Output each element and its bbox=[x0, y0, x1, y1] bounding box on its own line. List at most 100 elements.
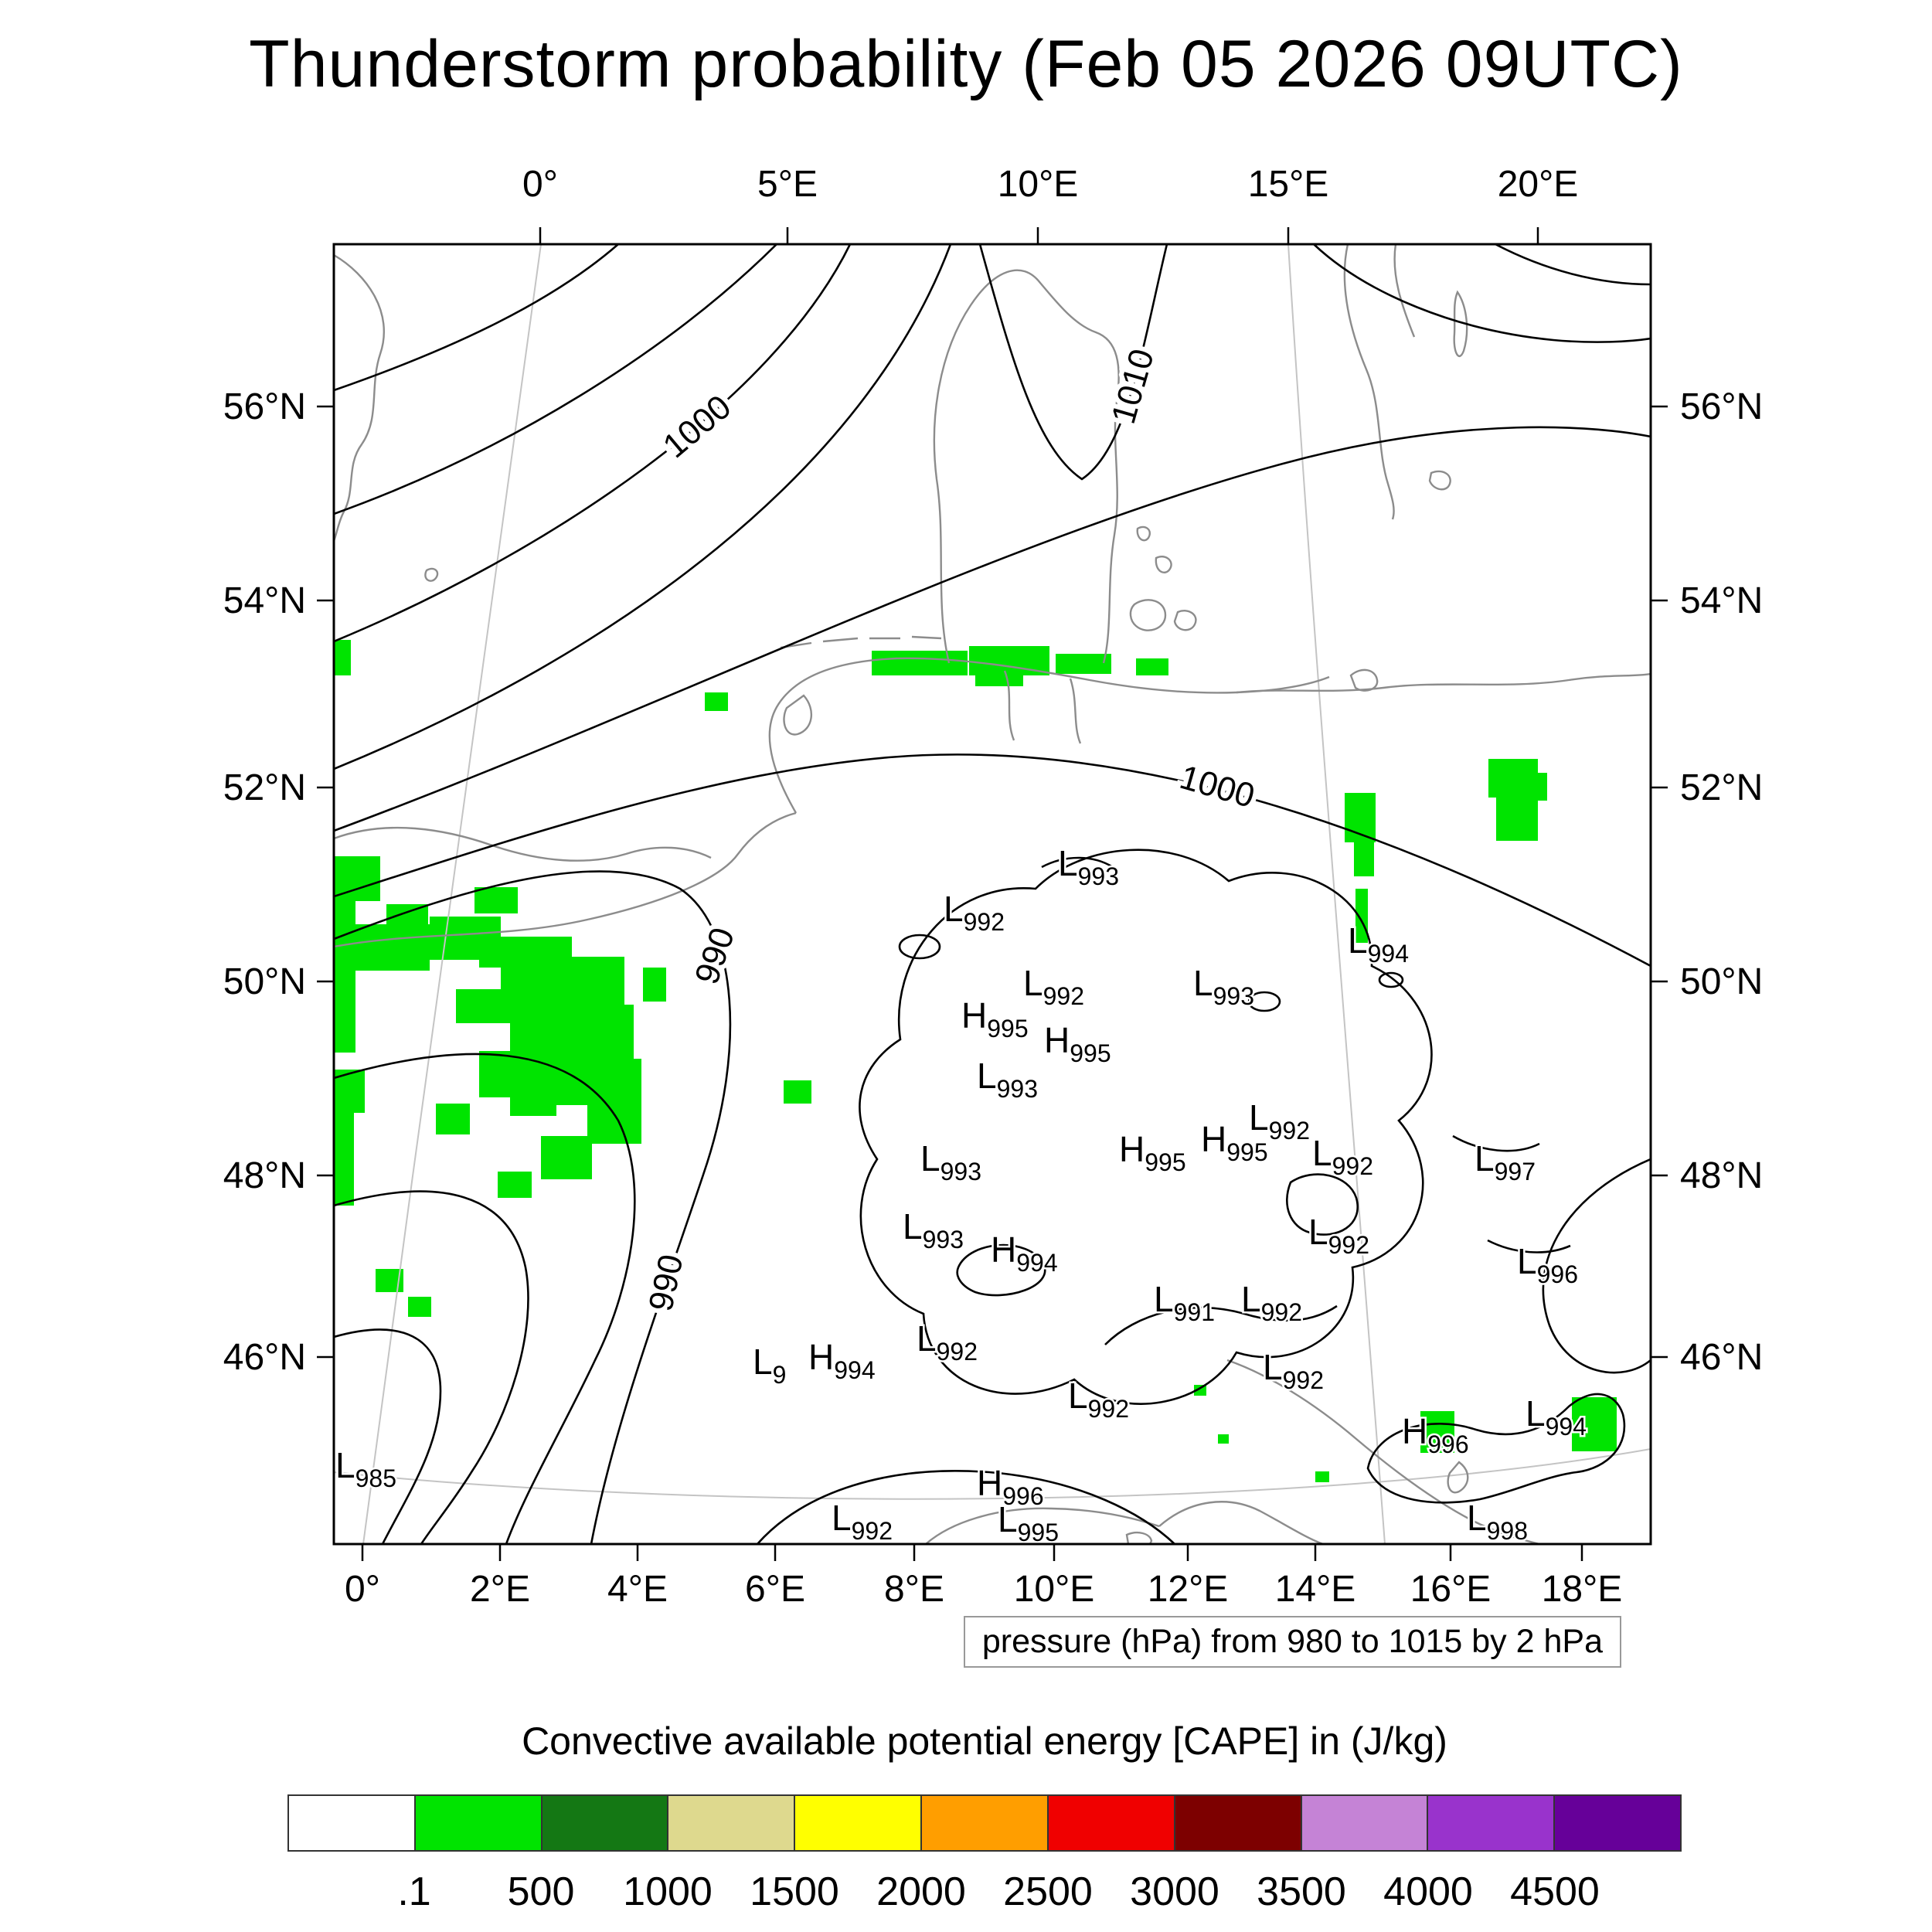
pressure-center-l: L9 bbox=[753, 1342, 786, 1389]
colorbar-segment-3 bbox=[667, 1796, 794, 1850]
isobar bbox=[1487, 1239, 1571, 1253]
pressure-center-l: L994 bbox=[1348, 920, 1409, 968]
axis-ticks bbox=[317, 227, 1668, 1561]
axis-label-bottom: 16°E bbox=[1410, 1569, 1492, 1610]
isobar bbox=[859, 849, 1433, 1405]
axis-label-bottom: 0° bbox=[345, 1569, 380, 1610]
coastline-island bbox=[1136, 526, 1151, 542]
cape-patch bbox=[1218, 1434, 1229, 1444]
contour-label: 990 bbox=[683, 918, 747, 993]
axis-label-bottom: 6°E bbox=[745, 1569, 805, 1610]
cape-patch bbox=[436, 1104, 470, 1134]
colorbar-tick-label: .1 bbox=[397, 1869, 431, 1914]
coastline-island bbox=[1428, 470, 1451, 491]
pressure-center-h: H995 bbox=[1119, 1129, 1186, 1176]
pressure-center-l: L992 bbox=[832, 1498, 893, 1545]
pressure-center-l: L992 bbox=[1241, 1279, 1302, 1326]
axis-label-left: 48°N bbox=[223, 1155, 306, 1196]
cape-patch bbox=[541, 1136, 592, 1179]
pressure-center-l: L993 bbox=[977, 1056, 1038, 1103]
isobar bbox=[334, 244, 777, 515]
cape-patch bbox=[1354, 841, 1374, 876]
isobar bbox=[1452, 1134, 1540, 1152]
axis-label-left: 56°N bbox=[223, 386, 306, 427]
pressure-center-h: H995 bbox=[1044, 1020, 1111, 1067]
svg-text:1000: 1000 bbox=[1175, 758, 1259, 815]
graticule-parallel bbox=[334, 1448, 1651, 1500]
coastline-island bbox=[1173, 610, 1197, 631]
coastline bbox=[933, 269, 1120, 664]
cape-patch bbox=[1572, 1397, 1617, 1451]
axis-label-right: 54°N bbox=[1680, 580, 1763, 621]
cape-patch bbox=[1420, 1411, 1454, 1453]
cape-patch bbox=[1315, 1471, 1329, 1482]
isobar bbox=[334, 753, 1651, 968]
colorbar-segment-5 bbox=[920, 1796, 1047, 1850]
coastline-river bbox=[1003, 670, 1015, 741]
axis-label-right: 50°N bbox=[1680, 961, 1763, 1002]
svg-text:1000: 1000 bbox=[656, 388, 738, 465]
coastline-island bbox=[1129, 599, 1167, 631]
coastline-river bbox=[1069, 678, 1082, 744]
colorbar-tick-label: 4000 bbox=[1383, 1869, 1473, 1914]
axis-label-bottom: 4°E bbox=[607, 1569, 668, 1610]
axis-label-top: 10°E bbox=[998, 164, 1079, 205]
isobar bbox=[978, 244, 1168, 481]
pressure-center-l: L985 bbox=[335, 1445, 396, 1492]
isobar bbox=[1286, 1173, 1359, 1236]
coastline bbox=[334, 826, 712, 862]
coastline bbox=[1158, 1501, 1324, 1544]
pressure-center-l: L992 bbox=[1308, 1212, 1369, 1259]
page-title: Thunderstorm probability (Feb 05 2026 09… bbox=[249, 27, 1683, 101]
axis-label-left: 46°N bbox=[223, 1337, 306, 1378]
pressure-center-h: H994 bbox=[991, 1230, 1058, 1277]
axis-label-right: 48°N bbox=[1680, 1155, 1763, 1196]
coastline-island bbox=[1349, 668, 1379, 692]
cape-patch bbox=[334, 901, 355, 1053]
isobar bbox=[334, 870, 732, 1544]
graticule-layer bbox=[334, 244, 1651, 1544]
pressure-center-l: L997 bbox=[1475, 1138, 1536, 1185]
axis-label-bottom: 12°E bbox=[1148, 1569, 1229, 1610]
colorbar-tick-label: 2500 bbox=[1003, 1869, 1093, 1914]
colorbar-segment-0 bbox=[289, 1796, 414, 1850]
cape-patch bbox=[556, 1059, 641, 1105]
isobar bbox=[956, 1243, 1046, 1297]
pressure-center-l: L993 bbox=[1193, 963, 1254, 1010]
cape-patch bbox=[355, 924, 430, 971]
cape-patch bbox=[510, 1023, 556, 1116]
pressure-center-l: L992 bbox=[1249, 1097, 1310, 1145]
cape-patch bbox=[334, 640, 351, 675]
colorbar-segment-7 bbox=[1173, 1796, 1301, 1850]
pressure-center-l: L992 bbox=[1068, 1376, 1129, 1423]
coastline bbox=[1343, 244, 1395, 520]
contour-label: 1000 bbox=[651, 383, 743, 470]
isobar-closed bbox=[898, 934, 941, 960]
coastline-layer bbox=[334, 244, 1651, 1544]
colorbar-segment-8 bbox=[1300, 1796, 1427, 1850]
colorbar-tick-label: 500 bbox=[507, 1869, 575, 1914]
isobar bbox=[334, 1053, 636, 1544]
axis-label-bottom: 2°E bbox=[470, 1569, 530, 1610]
pressure-center-l: L996 bbox=[1517, 1241, 1578, 1288]
coastline-island bbox=[1447, 1461, 1469, 1494]
axis-label-bottom: 18°E bbox=[1542, 1569, 1623, 1610]
axis-label-bottom: 8°E bbox=[884, 1569, 944, 1610]
pressure-center-l: L998 bbox=[1467, 1498, 1528, 1545]
coastline-island bbox=[1453, 290, 1468, 357]
isobar bbox=[334, 426, 1651, 832]
pressure-center-l: L992 bbox=[917, 1318, 978, 1366]
isobar bbox=[1495, 244, 1651, 286]
colorbar-tick-label: 3000 bbox=[1130, 1869, 1219, 1914]
cape-patch bbox=[1056, 654, 1111, 674]
pressure-center-l: L991 bbox=[1154, 1279, 1215, 1326]
cape-patch bbox=[975, 674, 1023, 686]
colorbar-segment-2 bbox=[540, 1796, 668, 1850]
axis-label-top: 0° bbox=[522, 164, 558, 205]
cape-patch bbox=[705, 692, 728, 711]
axis-label-top: 20°E bbox=[1498, 164, 1579, 205]
coastline-lake bbox=[783, 694, 813, 736]
coastline bbox=[334, 253, 385, 542]
cape-patch bbox=[784, 1080, 811, 1104]
cape-patch bbox=[474, 887, 518, 913]
